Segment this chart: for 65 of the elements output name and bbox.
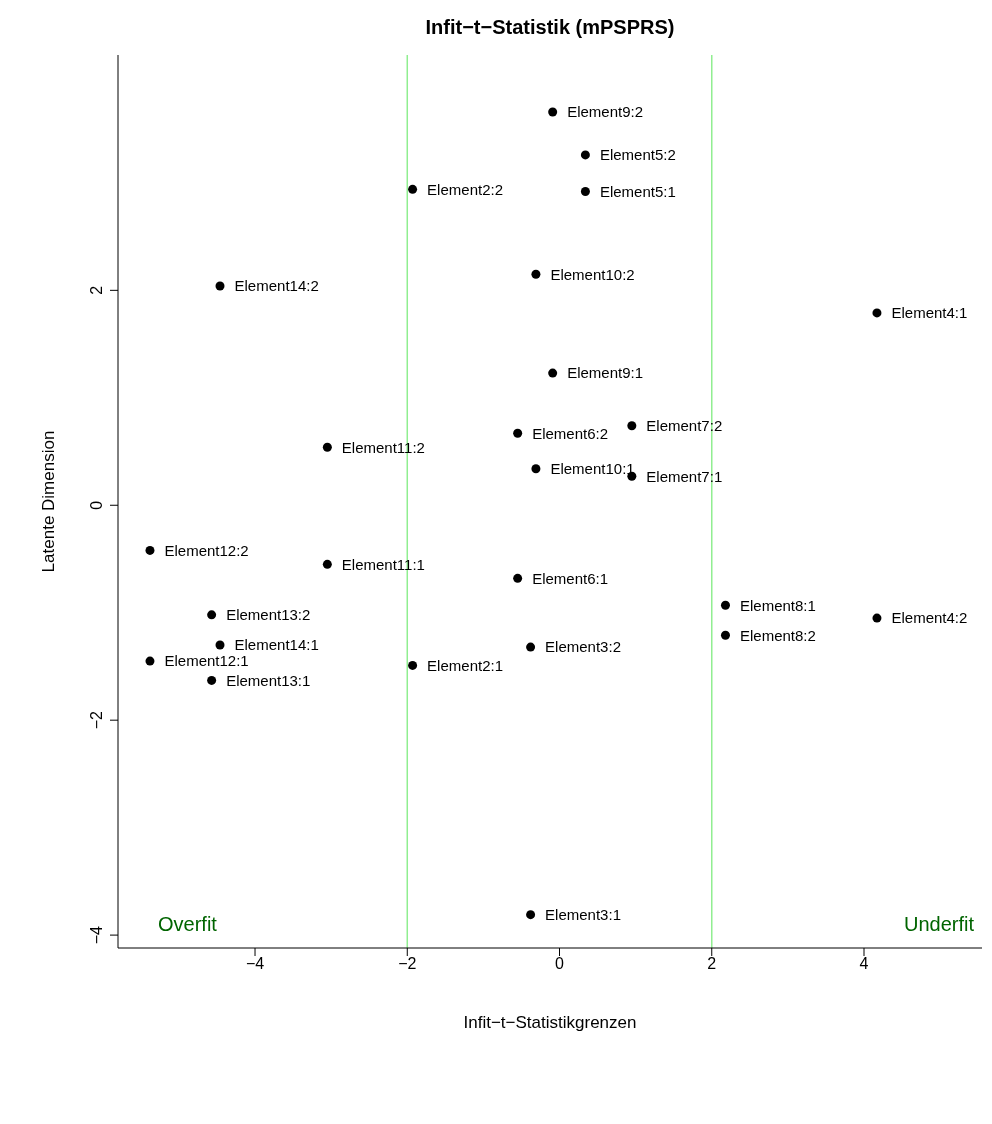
series-label: Element4:1 xyxy=(891,304,968,322)
point xyxy=(207,675,217,685)
point xyxy=(513,428,523,438)
series-label: Element3:2 xyxy=(545,638,621,656)
y-axis-title: Latente Dimension xyxy=(39,430,59,573)
series-label: Element10:1 xyxy=(550,460,635,478)
x-tick-label: −4 xyxy=(245,955,265,973)
series-label: Element2:1 xyxy=(427,656,503,674)
x-tick-label: 2 xyxy=(707,955,717,973)
x-tick-label: 4 xyxy=(859,955,869,973)
point xyxy=(215,281,225,291)
point xyxy=(322,442,332,452)
point xyxy=(580,186,590,196)
point xyxy=(531,464,541,474)
annotation: Underfit xyxy=(903,913,974,936)
series-label: Element8:2 xyxy=(739,626,816,644)
series-label: Element9:2 xyxy=(567,103,644,121)
point xyxy=(526,910,536,920)
annotation: Overfit xyxy=(158,913,217,936)
x-axis-title: Infit−t−Statistikgrenzen xyxy=(463,1013,637,1032)
series-label: Element10:2 xyxy=(550,265,635,283)
series-label: Element6:1 xyxy=(532,569,609,587)
series-label: Element5:1 xyxy=(599,182,676,200)
series-label: Element14:2 xyxy=(234,277,319,295)
point xyxy=(872,308,882,318)
point xyxy=(145,545,155,555)
point xyxy=(720,630,730,640)
series-label: Element2:2 xyxy=(427,180,503,198)
y-tick-label: 0 xyxy=(88,500,105,510)
series-label: Element3:1 xyxy=(545,906,621,924)
x-tick-label: 0 xyxy=(555,955,565,973)
point xyxy=(145,656,155,666)
y-tick-label: 2 xyxy=(88,285,105,295)
point xyxy=(872,613,882,623)
y-tick-label: −2 xyxy=(88,710,105,730)
series-label: Element9:1 xyxy=(567,364,644,382)
y-tick-label: −4 xyxy=(88,925,105,945)
point xyxy=(580,150,590,160)
chart-title: Infit−t−Statistik (mPSPRS) xyxy=(424,16,676,39)
point xyxy=(720,600,730,610)
point xyxy=(526,642,536,652)
point xyxy=(548,368,558,378)
point xyxy=(513,573,523,583)
series-label: Element12:2 xyxy=(164,541,249,559)
series-label: Element8:1 xyxy=(739,596,816,614)
point xyxy=(207,610,217,620)
series-label: Element5:2 xyxy=(599,146,676,164)
point xyxy=(531,269,541,279)
point xyxy=(408,184,418,194)
point xyxy=(548,107,558,117)
series-label: Element7:2 xyxy=(646,417,723,435)
series-label: Element4:2 xyxy=(891,609,968,627)
series-label: Element12:1 xyxy=(164,652,249,670)
series-label: Element6:2 xyxy=(532,424,609,442)
series-label: Element14:1 xyxy=(234,636,319,654)
point xyxy=(215,640,225,650)
point xyxy=(322,559,332,569)
x-tick-label: −2 xyxy=(398,955,417,973)
series-label: Element13:2 xyxy=(226,606,311,624)
point xyxy=(627,421,637,431)
point xyxy=(408,660,418,670)
series-label: Element11:1 xyxy=(341,555,425,573)
series-label: Element7:1 xyxy=(646,467,723,485)
series-label: Element13:1 xyxy=(226,671,311,689)
series-label: Element11:2 xyxy=(341,438,425,456)
